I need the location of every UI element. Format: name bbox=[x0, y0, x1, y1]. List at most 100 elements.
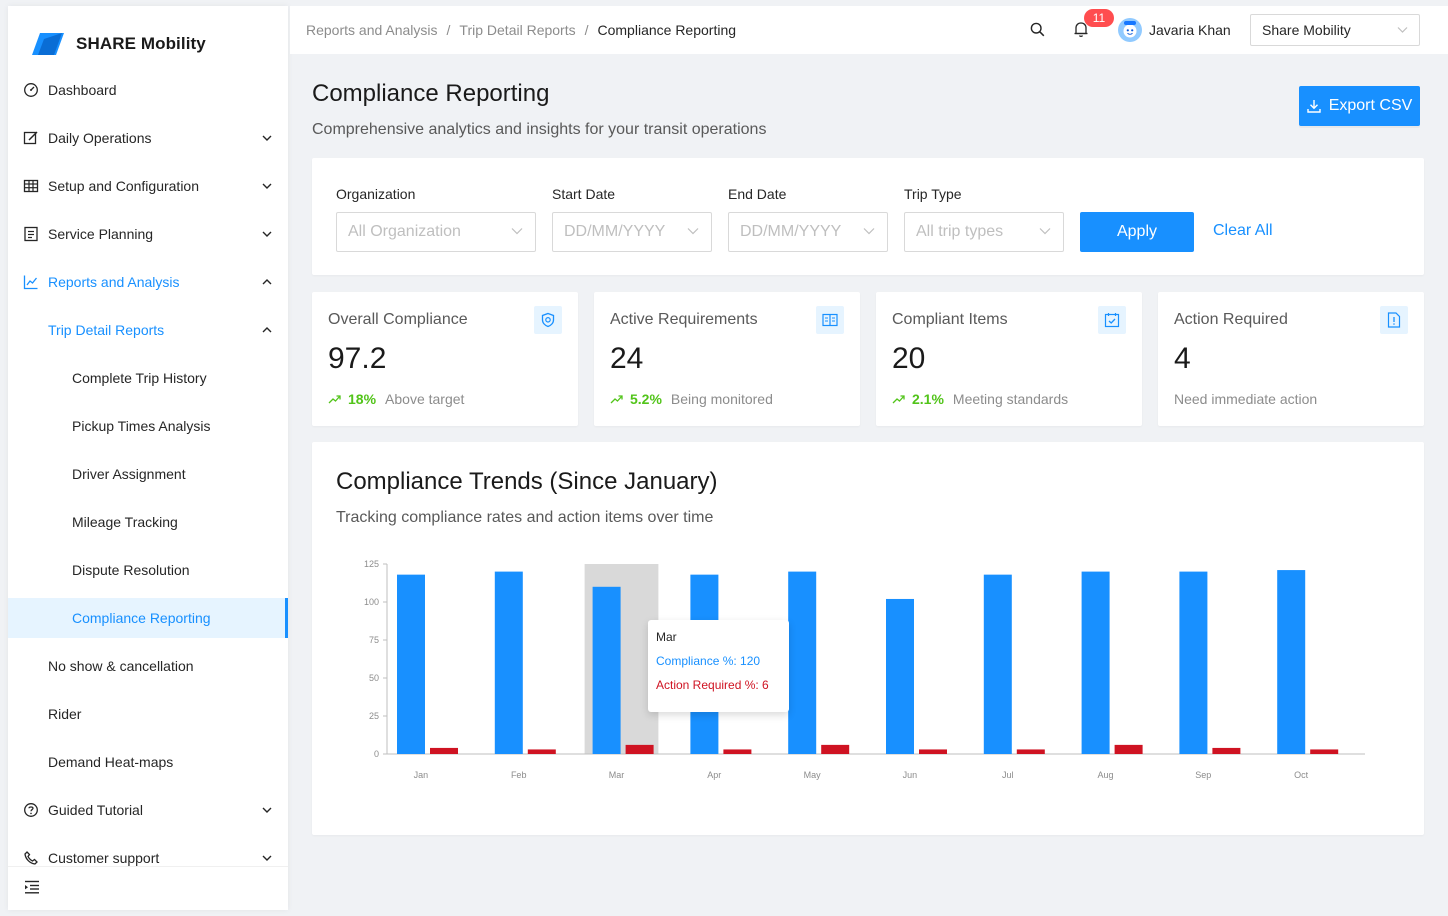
breadcrumb: Reports and Analysis / Trip Detail Repor… bbox=[306, 22, 736, 38]
sidebar-item-customer-support[interactable]: Customer support bbox=[8, 838, 288, 878]
edit-icon bbox=[23, 131, 38, 145]
kpi-note: Above target bbox=[385, 391, 465, 407]
filter-panel: Organization All Organization Start Date… bbox=[312, 158, 1424, 275]
sidebar-item-pickup-times[interactable]: Pickup Times Analysis bbox=[8, 406, 288, 446]
apply-button[interactable]: Apply bbox=[1080, 212, 1194, 252]
sidebar-item-mileage-tracking[interactable]: Mileage Tracking bbox=[8, 502, 288, 542]
bar-compliance bbox=[1179, 571, 1208, 754]
sidebar-item-guided-tutorial[interactable]: Guided Tutorial bbox=[8, 790, 288, 830]
bar-compliance bbox=[886, 598, 914, 754]
trip-type-select[interactable]: All trip types bbox=[904, 212, 1064, 252]
y-tick-label: 0 bbox=[374, 749, 379, 759]
logo[interactable]: SHARE Mobility bbox=[32, 26, 206, 62]
x-tick-label: Sep bbox=[1195, 770, 1211, 780]
shield-icon bbox=[534, 306, 562, 334]
y-tick-label: 125 bbox=[364, 559, 379, 569]
tooltip-action-required: Action Required %: 6 bbox=[656, 678, 769, 692]
avatar[interactable] bbox=[1118, 18, 1142, 42]
sidebar-item-demand-heat-maps[interactable]: Demand Heat-maps bbox=[8, 742, 288, 782]
bar-action-required bbox=[430, 747, 458, 754]
menu-fold-icon[interactable] bbox=[24, 880, 40, 894]
tooltip-title: Mar bbox=[656, 630, 677, 644]
y-tick-label: 100 bbox=[364, 597, 379, 607]
kpi-trend: 5.2% bbox=[630, 391, 662, 407]
bar-compliance bbox=[983, 574, 1012, 754]
bar-action-required bbox=[723, 749, 752, 754]
question-circle-icon bbox=[24, 803, 38, 817]
bar-action-required bbox=[919, 749, 947, 754]
top-header: Reports and Analysis / Trip Detail Repor… bbox=[290, 6, 1448, 54]
line-chart-icon bbox=[23, 275, 38, 290]
sidebar-item-service-planning[interactable]: Service Planning bbox=[8, 214, 288, 254]
x-tick-label: Apr bbox=[707, 770, 721, 780]
trend-up-icon bbox=[892, 395, 905, 404]
breadcrumb-item[interactable]: Reports and Analysis bbox=[306, 22, 438, 38]
organization-switcher[interactable]: Share Mobility bbox=[1250, 14, 1420, 46]
logo-icon bbox=[32, 33, 64, 55]
kpi-title: Overall Compliance bbox=[328, 311, 468, 328]
phone-icon bbox=[24, 851, 38, 865]
breadcrumb-current: Compliance Reporting bbox=[597, 22, 737, 38]
organization-select-placeholder: All Organization bbox=[348, 223, 461, 240]
bar-action-required bbox=[527, 749, 556, 754]
end-date-picker[interactable]: DD/MM/YYYY bbox=[728, 212, 888, 252]
compliance-bar-chart[interactable]: 0 25 50 75 100 125 Jan Feb Mar Apr May Jun Jul Aug Sep… bbox=[312, 542, 1424, 802]
kpi-value: 20 bbox=[892, 342, 926, 375]
export-csv-button[interactable]: Export CSV bbox=[1299, 86, 1420, 126]
user-name[interactable]: Javaria Khan bbox=[1149, 22, 1231, 38]
y-tick-label: 25 bbox=[369, 711, 379, 721]
kpi-note: Need immediate action bbox=[1174, 391, 1318, 407]
sidebar-item-compliance-reporting[interactable]: Compliance Reporting bbox=[8, 598, 288, 638]
x-tick-label: Jul bbox=[1002, 770, 1014, 780]
organization-label: Organization bbox=[336, 186, 416, 202]
sidebar-item-rider[interactable]: Rider bbox=[8, 694, 288, 734]
sidebar-item-no-show[interactable]: No show & cancellation bbox=[8, 646, 288, 686]
trip-type-label: Trip Type bbox=[904, 186, 962, 202]
sidebar-item-label: Rider bbox=[48, 706, 82, 722]
chevron-down-icon bbox=[262, 135, 272, 141]
kpi-card-action-required: Action Required 4 Need immediate action bbox=[1158, 292, 1424, 426]
calendar-check-icon bbox=[1098, 306, 1126, 334]
sidebar-item-daily-operations[interactable]: Daily Operations bbox=[8, 118, 288, 158]
clear-all-button[interactable]: Clear All bbox=[1213, 222, 1273, 239]
kpi-title: Active Requirements bbox=[610, 311, 758, 328]
trip-type-placeholder: All trip types bbox=[916, 223, 1004, 240]
breadcrumb-separator: / bbox=[584, 22, 589, 38]
sidebar-item-label: Pickup Times Analysis bbox=[72, 418, 211, 434]
sidebar-item-complete-trip-history[interactable]: Complete Trip History bbox=[8, 358, 288, 398]
dashboard-icon bbox=[24, 83, 38, 97]
kpi-card-active-requirements: Active Requirements 24 5.2% Being monito… bbox=[594, 292, 860, 426]
sidebar-item-trip-detail-reports[interactable]: Trip Detail Reports bbox=[8, 310, 288, 350]
sidebar-item-driver-assignment[interactable]: Driver Assignment bbox=[8, 454, 288, 494]
app-name: SHARE Mobility bbox=[76, 34, 206, 53]
sidebar-item-reports[interactable]: Reports and Analysis bbox=[8, 262, 288, 302]
end-date-placeholder: DD/MM/YYYY bbox=[740, 223, 842, 240]
chart-subtitle: Tracking compliance rates and action ite… bbox=[336, 509, 714, 526]
kpi-footer: 18% Above target bbox=[328, 391, 464, 407]
kpi-footer: 2.1% Meeting standards bbox=[892, 391, 1068, 407]
y-tick-label: 50 bbox=[369, 673, 379, 683]
breadcrumb-separator: / bbox=[446, 22, 451, 38]
bell-icon[interactable] bbox=[1073, 21, 1089, 38]
sidebar-item-label: Dashboard bbox=[48, 82, 117, 98]
chevron-down-icon bbox=[1397, 27, 1408, 33]
chart-title: Compliance Trends (Since January) bbox=[336, 468, 718, 495]
search-icon[interactable] bbox=[1030, 22, 1045, 37]
export-csv-label: Export CSV bbox=[1328, 97, 1413, 114]
start-date-picker[interactable]: DD/MM/YYYY bbox=[552, 212, 712, 252]
kpi-trend: 2.1% bbox=[912, 391, 944, 407]
sidebar-item-dashboard[interactable]: Dashboard bbox=[8, 70, 288, 110]
bar-compliance bbox=[1081, 571, 1110, 754]
kpi-value: 4 bbox=[1174, 342, 1191, 375]
chevron-down-icon bbox=[863, 228, 875, 235]
organization-select[interactable]: All Organization bbox=[336, 212, 536, 252]
breadcrumb-item[interactable]: Trip Detail Reports bbox=[459, 22, 576, 38]
avatar-icon bbox=[1118, 18, 1142, 42]
bar-compliance bbox=[494, 571, 523, 754]
sidebar-item-dispute-resolution[interactable]: Dispute Resolution bbox=[8, 550, 288, 590]
chart-tooltip: Mar Compliance %: 120 Action Required %:… bbox=[648, 620, 789, 712]
bar-action-required bbox=[821, 744, 850, 754]
sidebar-item-setup[interactable]: Setup and Configuration bbox=[8, 166, 288, 206]
trend-up-icon bbox=[328, 395, 341, 404]
sidebar-item-label: Driver Assignment bbox=[72, 466, 186, 482]
